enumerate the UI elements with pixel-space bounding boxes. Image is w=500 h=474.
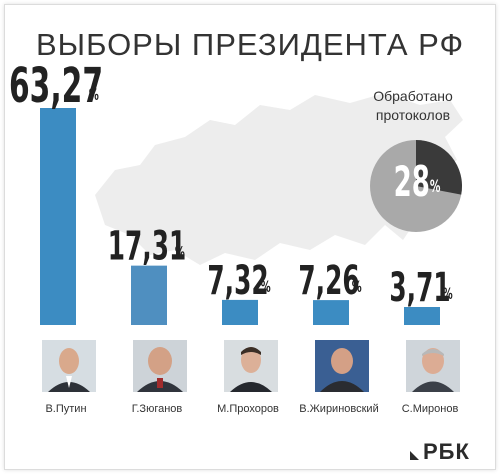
- progress-value-number: 28: [393, 157, 430, 206]
- value-text-3: 7,32: [207, 257, 268, 304]
- progress-pie-chart: [370, 140, 462, 232]
- candidate-photo-prokhorov: [224, 340, 278, 392]
- category-label-1: В.Путин: [45, 403, 86, 415]
- value-unit-5: %: [443, 286, 453, 304]
- candidate-photo-mironov: [406, 340, 460, 392]
- bar-1: [40, 108, 76, 325]
- pie-processed-slice: [416, 140, 462, 195]
- progress-value-unit: %: [429, 177, 441, 197]
- category-label-5: С.Миронов: [402, 403, 459, 415]
- infographic-card: ВЫБОРЫ ПРЕЗИДЕНТА РФ 63,27% В.Путин 17,31%…: [4, 4, 496, 470]
- value-text-1: 63,27: [9, 59, 103, 114]
- value-text-5: 3,71: [389, 264, 450, 311]
- value-unit-1: %: [89, 87, 99, 105]
- candidate-photo-zhirinovsky: [315, 340, 369, 392]
- bar-5: [404, 307, 440, 325]
- value-label-2: 17,31%: [108, 222, 186, 269]
- progress-label-line1: Обработано: [373, 88, 453, 104]
- candidate-photo-zyuganov: [133, 340, 187, 392]
- results-bar-chart: 63,27% В.Путин 17,31% Г.Зюганов 7,32% М.Прохо…: [9, 59, 459, 415]
- candidate-photo-putin: [42, 340, 96, 392]
- value-text-2: 17,31: [108, 222, 186, 269]
- map-shape: [95, 93, 463, 265]
- value-unit-3: %: [261, 279, 271, 297]
- value-text-4: 7,26: [298, 257, 359, 304]
- rbk-logo: РБК: [410, 439, 470, 465]
- logo-mark-icon: [410, 451, 419, 460]
- page-title: ВЫБОРЫ ПРЕЗИДЕНТА РФ: [35, 27, 465, 62]
- category-label-4: В.Жириновский: [299, 403, 378, 415]
- category-label-3: М.Прохоров: [217, 403, 279, 415]
- category-label-2: Г.Зюганов: [132, 403, 183, 415]
- progress-label: Обработано протоколов: [353, 87, 473, 125]
- value-label-1: 63,27%: [9, 59, 103, 114]
- bar-2: [131, 265, 167, 325]
- progress-value: 28%: [391, 157, 443, 206]
- value-label-5: 3,71%: [389, 264, 452, 311]
- value-unit-2: %: [175, 244, 185, 262]
- value-label-3: 7,32%: [207, 257, 270, 304]
- logo-text: РБК: [423, 439, 470, 464]
- russia-map-silhouette: [95, 93, 463, 265]
- value-unit-4: %: [352, 279, 362, 297]
- bar-4: [313, 300, 349, 325]
- progress-label-line2: протоколов: [375, 107, 451, 123]
- bar-3: [222, 299, 258, 325]
- value-label-4: 7,26%: [298, 257, 361, 304]
